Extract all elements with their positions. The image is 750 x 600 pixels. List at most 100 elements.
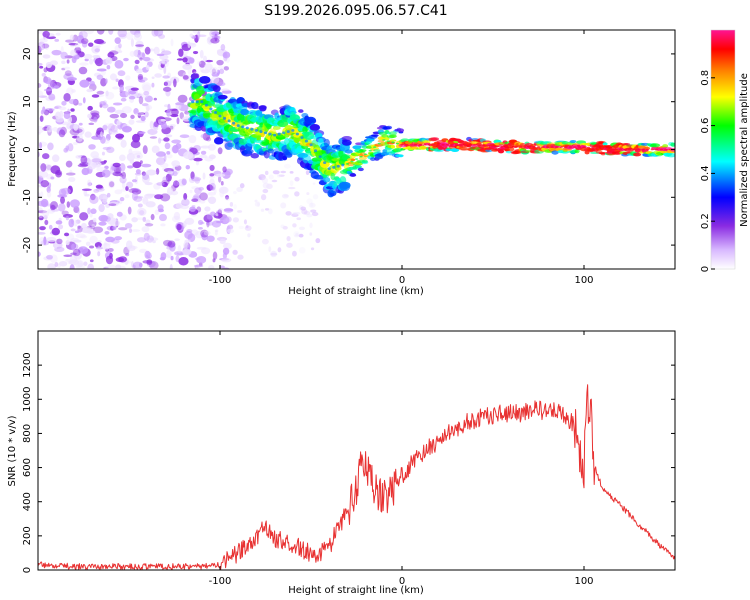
spectrogram-noise-cell [217,147,223,155]
spectrogram-noise-cell [206,184,213,191]
spectrogram-noise-cell [137,207,147,216]
spectrogram-noise-cell [205,136,212,142]
spectrogram-noise-cell [38,45,42,54]
spectrogram-noise-cell [171,160,180,167]
spectrogram-noise-cell [289,171,294,174]
spectrogram-noise-cell [227,224,234,230]
spectrogram-noise-cell [40,198,49,208]
spectrogram-signal-core [541,146,545,148]
colorbar-tick-label-0: 0 [700,266,711,272]
spectrogram-noise-cell [103,129,114,132]
spectrogram-noise-cell [144,223,154,227]
spectrogram-noise-cell [218,208,223,211]
spectrogram-signal-cell [605,145,614,149]
spectrogram-noise-cell [38,90,44,98]
spectrogram-noise-cell [67,260,73,265]
spectrogram-noise-cell [136,155,141,159]
spectrogram-noise-cell [144,250,151,259]
spectrogram-noise-cell [233,191,237,195]
spectrogram-noise-cell [189,206,196,212]
spectrogram-noise-cell [136,92,143,98]
spectrogram-noise-cell [71,243,75,251]
spectrogram-noise-cell [197,31,201,40]
spectrogram-noise-cell [135,68,143,74]
spectrogram-noise-cell [190,171,195,180]
spectrogram-noise-cell [197,219,204,225]
spectrogram-noise-cell [131,179,138,183]
spectrogram-noise-cell [155,167,160,175]
spectrogram-noise-cell [84,131,92,138]
spectrogram-noise-cell [103,241,107,250]
spectrogram-noise-cell [160,162,169,168]
spectrogram-signal-core [391,141,395,144]
spectrogram-noise-cell [135,112,145,116]
spectrogram-noise-cell [76,34,85,44]
spectrogram-noise-cell [138,96,144,105]
spectrogram-noise-cell [205,221,214,226]
spectrogram-noise-cell [94,241,102,249]
spectrogram-signal-core [646,148,650,151]
spectrogram-noise-cell [54,38,60,42]
spectrogram-signal-cell [350,158,356,161]
spectrogram-noise-cell [164,142,171,150]
spectrogram-noise-cell [89,58,94,65]
spectrogram-noise-cell [115,78,119,82]
spectrogram-x-axis-label: Height of straight line (km) [288,286,424,297]
snr-y-tick-label-800: 800 [22,424,33,443]
spectrogram-signal-core [546,146,550,148]
spectrogram-noise-cell [44,77,52,85]
spectrogram-noise-cell [114,109,125,115]
spectrogram-signal-cell [294,136,300,144]
spectrogram-noise-cell [305,170,310,176]
spectrogram-noise-cell [204,156,214,162]
spectrogram-noise-cell [142,145,148,154]
spectrogram-noise-cell [88,144,96,150]
spectrogram-noise-cell [196,256,207,264]
snr-x-tick-label--100: -100 [209,576,232,587]
spectrogram-noise-cell [74,230,80,234]
spectrogram-noise-cell [80,155,88,165]
spectrogram-noise-cell [150,213,155,221]
spectrogram-signal-core [350,160,354,163]
spectrogram-noise-cell [141,171,146,176]
spectrogram-noise-cell [153,183,161,190]
spectrogram-noise-cell [227,228,234,234]
spectrogram-noise-cell [115,133,125,139]
spectrogram-noise-cell [119,196,125,202]
spectrogram-noise-cell [106,192,111,198]
spectrogram-signal-core [345,163,349,165]
spectrogram-noise-cell [88,122,95,126]
spectrogram-noise-cell [145,201,156,208]
spectrogram-noise-cell [308,202,316,208]
spectrogram-noise-cell [182,63,193,70]
spectrogram-noise-cell [134,59,140,65]
spectrogram-signal-core [336,164,340,168]
spectrogram-noise-cell [69,259,80,266]
spectrogram-noise-cell [78,31,88,39]
spectrogram-noise-cell [112,225,117,231]
spectrogram-noise-cell [91,94,100,98]
spectrogram-noise-cell [204,206,211,212]
spectrogram-noise-cell [159,193,171,202]
spectrogram-noise-cell [105,56,113,65]
spectrogram-signal-core [382,139,386,141]
snr-x-tick-label-100: 100 [574,576,593,587]
spectrogram-noise-cell [133,152,143,160]
spectrogram-signal-core [477,144,481,146]
spectrogram-noise-cell [213,188,217,194]
spectrogram-noise-cell [178,257,189,266]
figure-title: S199.2026.095.06.57.C41 [264,3,447,19]
spectrogram-noise-cell [105,248,109,252]
spectrogram-noise-cell [193,157,203,162]
spectrogram-noise-cell [106,65,111,70]
spectrogram-noise-cell [55,169,63,178]
spectrogram-signal-cell [352,145,362,150]
spectrogram-noise-cell [47,142,54,151]
spectrogram-noise-cell [105,255,114,265]
spectrogram-noise-cell [86,179,92,187]
spectrogram-signal-core [582,146,586,148]
spectrogram-noise-cell [217,66,228,69]
spectrogram-noise-cell [78,122,83,126]
spectrogram-noise-cell [66,59,70,64]
spectrogram-noise-cell [64,232,70,237]
